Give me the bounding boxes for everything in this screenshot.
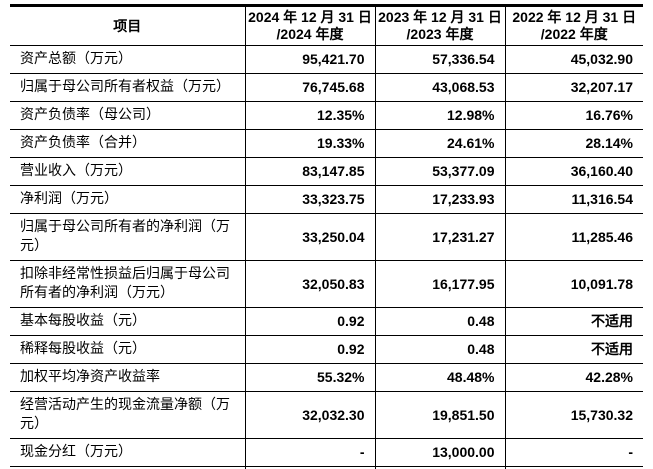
row-value-2023: 6.51% bbox=[374, 466, 505, 469]
row-value-2024: - bbox=[244, 438, 375, 467]
row-value-2022: 32,207.17 bbox=[504, 73, 643, 102]
table-row-net-profit-parent-deducted: 扣除非经常性损益后归属于母公司所有者的净利润（万元） 32,050.83 16,… bbox=[10, 260, 643, 308]
header-date-line: 2022 年 12 月 31 日 bbox=[512, 9, 637, 25]
row-value-2023: 17,233.93 bbox=[374, 185, 505, 214]
row-label: 归属于母公司所有者的净利润（万元） bbox=[10, 213, 245, 261]
row-label: 资产负债率（合并） bbox=[10, 129, 245, 158]
row-value-2023: 43,068.53 bbox=[374, 73, 505, 102]
table-row-diluted-eps: 稀释每股收益（元） 0.92 0.48 不适用 bbox=[10, 335, 643, 364]
row-value-2024: 4.34% bbox=[244, 466, 375, 469]
row-value-2024: 12.35% bbox=[244, 101, 375, 130]
row-value-2022: 11,316.54 bbox=[504, 185, 643, 214]
row-value-2024: 55.32% bbox=[244, 363, 375, 392]
table-row-operating-revenue: 营业收入（万元） 83,147.85 53,377.09 36,160.40 bbox=[10, 157, 643, 186]
row-value-2024: 83,147.85 bbox=[244, 157, 375, 186]
row-value-2022: 不适用 bbox=[504, 307, 643, 336]
row-label: 净利润（万元） bbox=[10, 185, 245, 214]
row-value-2024: 32,050.83 bbox=[244, 260, 375, 308]
table-row-basic-eps: 基本每股收益（元） 0.92 0.48 不适用 bbox=[10, 307, 643, 336]
table-row-debt-ratio-consolidated: 资产负债率（合并） 19.33% 24.61% 28.14% bbox=[10, 129, 643, 158]
table-header-row: 项目 2024 年 12 月 31 日 /2024 年度 2023 年 12 月… bbox=[10, 5, 643, 46]
header-item-column: 项目 bbox=[10, 5, 245, 46]
row-value-2022: 28.14% bbox=[504, 129, 643, 158]
row-label: 基本每股收益（元） bbox=[10, 307, 245, 336]
table-row-weighted-roe: 加权平均净资产收益率 55.32% 48.48% 42.28% bbox=[10, 363, 643, 392]
row-label: 经营活动产生的现金流量净额（万元） bbox=[10, 391, 245, 439]
row-value-2022: 45,032.90 bbox=[504, 45, 643, 74]
row-label: 归属于母公司所有者权益（万元） bbox=[10, 73, 245, 102]
row-value-2022: 不适用 bbox=[504, 335, 643, 364]
table-row-net-profit-parent: 归属于母公司所有者的净利润（万元） 33,250.04 17,231.27 11… bbox=[10, 213, 643, 261]
table-row-cash-dividend: 现金分红（万元） - 13,000.00 - bbox=[10, 438, 643, 467]
row-value-2024: 33,250.04 bbox=[244, 213, 375, 261]
row-value-2024: 33,323.75 bbox=[244, 185, 375, 214]
header-period-line: /2023 年度 bbox=[406, 26, 474, 42]
row-value-2023: 17,231.27 bbox=[374, 213, 505, 261]
row-value-2022: 10,091.78 bbox=[504, 260, 643, 308]
row-label: 研发投入占营业收入的比例 bbox=[10, 466, 245, 469]
row-label: 稀释每股收益（元） bbox=[10, 335, 245, 364]
row-value-2023: 57,336.54 bbox=[374, 45, 505, 74]
table-row-rd-revenue-ratio: 研发投入占营业收入的比例 4.34% 6.51% 6.06% bbox=[10, 466, 643, 469]
row-value-2022: 42.28% bbox=[504, 363, 643, 392]
row-label: 加权平均净资产收益率 bbox=[10, 363, 245, 392]
header-date-line: 2024 年 12 月 31 日 bbox=[248, 9, 372, 25]
row-value-2023: 19,851.50 bbox=[374, 391, 505, 439]
row-value-2023: 12.98% bbox=[374, 101, 505, 130]
row-value-2022: - bbox=[504, 438, 643, 467]
row-value-2022: 15,730.32 bbox=[504, 391, 643, 439]
table-row-total-assets: 资产总额（万元） 95,421.70 57,336.54 45,032.90 bbox=[10, 45, 643, 74]
row-value-2024: 0.92 bbox=[244, 307, 375, 336]
row-value-2024: 32,032.30 bbox=[244, 391, 375, 439]
row-value-2023: 48.48% bbox=[374, 363, 505, 392]
row-value-2023: 16,177.95 bbox=[374, 260, 505, 308]
row-label: 现金分红（万元） bbox=[10, 438, 245, 467]
row-value-2024: 76,745.68 bbox=[244, 73, 375, 102]
table-row-debt-ratio-parent: 资产负债率（母公司） 12.35% 12.98% 16.76% bbox=[10, 101, 643, 130]
row-label: 扣除非经常性损益后归属于母公司所有者的净利润（万元） bbox=[10, 260, 245, 308]
row-value-2022: 11,285.46 bbox=[504, 213, 643, 261]
row-label: 营业收入（万元） bbox=[10, 157, 245, 186]
header-period-line: /2022 年度 bbox=[540, 26, 608, 42]
row-value-2023: 0.48 bbox=[374, 307, 505, 336]
row-value-2022: 16.76% bbox=[504, 101, 643, 130]
header-column-2022: 2022 年 12 月 31 日 /2022 年度 bbox=[504, 5, 643, 46]
header-date-line: 2023 年 12 月 31 日 bbox=[378, 9, 502, 25]
row-label: 资产负债率（母公司） bbox=[10, 101, 245, 130]
row-value-2022: 36,160.40 bbox=[504, 157, 643, 186]
row-value-2023: 13,000.00 bbox=[374, 438, 505, 467]
row-label: 资产总额（万元） bbox=[10, 45, 245, 74]
row-value-2024: 19.33% bbox=[244, 129, 375, 158]
header-period-line: /2024 年度 bbox=[276, 26, 344, 42]
row-value-2024: 95,421.70 bbox=[244, 45, 375, 74]
row-value-2023: 53,377.09 bbox=[374, 157, 505, 186]
header-column-2023: 2023 年 12 月 31 日 /2023 年度 bbox=[374, 5, 505, 46]
row-value-2024: 0.92 bbox=[244, 335, 375, 364]
row-value-2023: 24.61% bbox=[374, 129, 505, 158]
financial-summary-table: 项目 2024 年 12 月 31 日 /2024 年度 2023 年 12 月… bbox=[10, 4, 643, 469]
row-value-2022: 6.06% bbox=[504, 466, 643, 469]
table-row-operating-cash-flow: 经营活动产生的现金流量净额（万元） 32,032.30 19,851.50 15… bbox=[10, 391, 643, 439]
header-column-2024: 2024 年 12 月 31 日 /2024 年度 bbox=[244, 5, 375, 46]
table-row-net-profit: 净利润（万元） 33,323.75 17,233.93 11,316.54 bbox=[10, 185, 643, 214]
row-value-2023: 0.48 bbox=[374, 335, 505, 364]
table-row-parent-equity: 归属于母公司所有者权益（万元） 76,745.68 43,068.53 32,2… bbox=[10, 73, 643, 102]
